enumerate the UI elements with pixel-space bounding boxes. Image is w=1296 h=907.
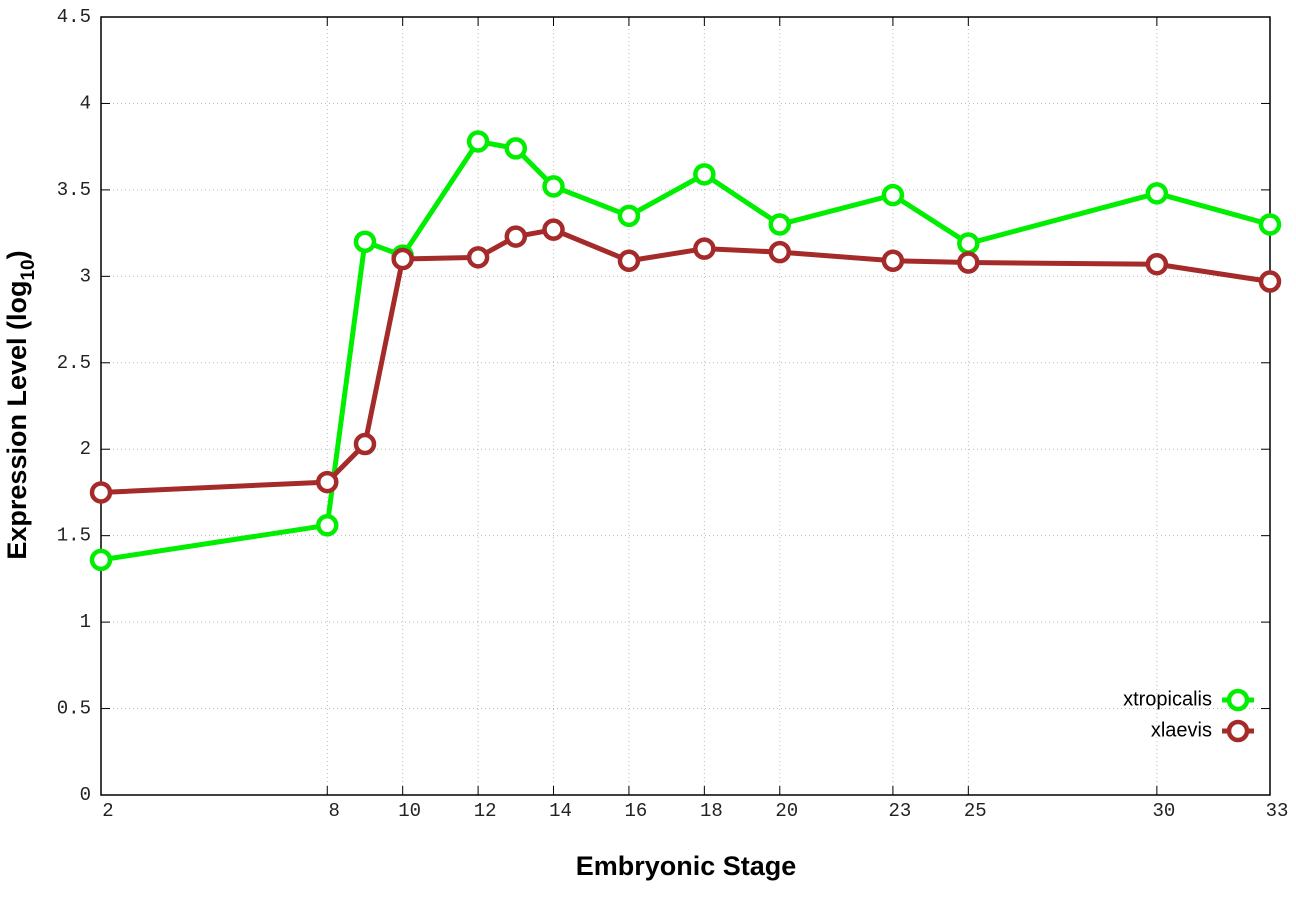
point-marker — [617, 204, 641, 228]
legend-label: xtropicalis — [1123, 688, 1212, 710]
point-marker — [1145, 182, 1169, 205]
x-tick-label: 12 — [474, 800, 497, 822]
y-tick-label: 0 — [80, 784, 91, 806]
point-marker — [768, 213, 792, 236]
point-marker — [89, 481, 113, 504]
point-marker — [466, 246, 490, 269]
legend-label: xlaevis — [1151, 719, 1212, 741]
point-marker — [693, 163, 716, 186]
point-marker — [957, 232, 980, 255]
point-marker — [1145, 252, 1169, 276]
point-marker — [316, 514, 339, 537]
y-tick-label: 1.5 — [57, 525, 91, 547]
point-marker — [353, 230, 377, 254]
x-tick-label: 8 — [329, 800, 340, 822]
x-tick-label: 14 — [549, 800, 572, 822]
point-marker — [542, 218, 565, 241]
y-tick-label: 3.5 — [57, 179, 91, 201]
point-marker — [542, 175, 565, 198]
y-axis-label-text: Expression Level (log — [2, 281, 32, 560]
y-axis-label-suffix: ) — [2, 250, 32, 259]
y-axis-label: Expression Level (log10) — [2, 250, 39, 559]
y-tick-label: 4.5 — [57, 6, 91, 28]
x-tick-label: 23 — [888, 800, 911, 822]
point-marker — [768, 240, 792, 264]
point-marker — [504, 225, 528, 248]
x-tick-label: 10 — [398, 800, 421, 822]
point-marker — [881, 183, 905, 207]
series-line — [100, 227, 1271, 495]
y-tick-label: 1 — [80, 611, 91, 633]
point-marker — [89, 548, 113, 572]
y-axis-label-subscript: 10 — [18, 259, 39, 280]
point-marker — [957, 251, 980, 274]
x-tick-label: 20 — [775, 800, 798, 822]
point-marker — [693, 237, 716, 260]
point-marker — [391, 247, 414, 271]
y-tick-label: 0.5 — [57, 698, 91, 720]
point-marker — [1258, 213, 1282, 236]
series-line — [100, 138, 1271, 563]
point-marker — [504, 137, 528, 160]
y-tick-label: 2.5 — [57, 352, 91, 374]
x-tick-label: 30 — [1152, 800, 1175, 822]
plot-frame — [100, 16, 1271, 796]
x-tick-label: 16 — [625, 800, 648, 822]
x-axis-label: Embryonic Stage — [576, 851, 797, 881]
legend-marker — [1226, 688, 1250, 712]
point-marker — [617, 249, 641, 273]
y-tick-label: 2 — [80, 438, 91, 460]
x-tick-label: 2 — [102, 800, 113, 822]
point-marker — [1258, 270, 1282, 293]
point-marker — [316, 470, 339, 494]
x-tick-label: 33 — [1266, 800, 1289, 822]
y-tick-label: 4 — [80, 92, 91, 114]
legend-marker — [1226, 719, 1250, 743]
point-marker — [353, 432, 377, 456]
x-tick-label: 25 — [964, 800, 987, 822]
point-marker — [881, 249, 905, 273]
point-marker — [466, 130, 490, 153]
y-tick-label: 3 — [80, 265, 91, 287]
x-tick-label: 18 — [700, 800, 723, 822]
